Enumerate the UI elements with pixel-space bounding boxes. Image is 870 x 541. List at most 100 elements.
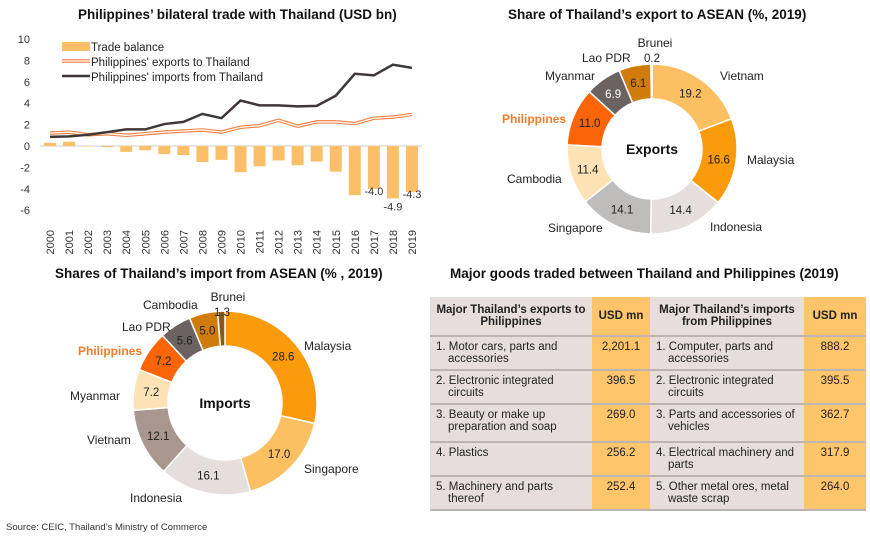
x-tick-label: 2000 [45, 230, 57, 254]
trade-balance-bar [348, 146, 361, 196]
slice-value: 17.0 [268, 449, 290, 461]
slice-value: 14.4 [669, 205, 692, 217]
goods-item: 4. Electrical machinery and parts [650, 442, 804, 477]
table-row: 5. Machinery and parts thereof 252.4 5. Ot… [430, 476, 866, 511]
slice-value: 5.0 [199, 326, 215, 338]
data-label: -4.0 [364, 186, 383, 198]
goods-table-title: Major goods traded between Thailand and … [450, 266, 839, 281]
usd-value: 2,201.1 [592, 336, 650, 371]
y-tick-label: -2 [20, 162, 30, 174]
trade-balance-bar [272, 146, 285, 161]
slice-label: Myanmar [70, 389, 120, 403]
data-label: -4.3 [402, 189, 421, 201]
slice-value: 7.2 [155, 356, 171, 368]
slice-value: 12.1 [147, 431, 169, 443]
source-note: Source: CEIC, Thailand’s Ministry of Com… [6, 522, 208, 533]
usd-value: 264.0 [804, 476, 866, 511]
slice-label: Malaysia [747, 153, 795, 167]
trade-balance-bar [386, 146, 399, 199]
usd-value: 888.2 [804, 336, 866, 371]
table-row: 4. Plastics 256.2 4. Electrical machinery … [430, 442, 866, 477]
usd-value: 317.9 [804, 442, 866, 477]
slice-label: Malaysia [304, 339, 352, 353]
trade-balance-bar [139, 146, 152, 151]
x-tick-label: 2007 [178, 230, 190, 254]
import-share-title: Shares of Thailand’s import from ASEAN (… [55, 266, 383, 281]
legend-label: Philippines' exports to Thailand [91, 57, 250, 69]
goods-item: 2. Electronic integrated circuits [430, 370, 592, 405]
y-tick-label: -4 [20, 184, 30, 196]
table-row: 2. Electronic integrated circuits 396.5 2.… [430, 370, 866, 405]
x-tick-label: 2017 [369, 230, 381, 254]
x-tick-label: 2011 [255, 230, 267, 254]
slice-label: Brunei [638, 36, 673, 50]
slice-label: Singapore [548, 221, 603, 235]
goods-table: Major Thailand’s exports to Philippines … [430, 297, 866, 511]
table-row: 3. Beauty or make up preparation and soa… [430, 404, 866, 443]
brunei-value: 1.3 [214, 307, 230, 319]
slice-value: 19.2 [679, 88, 701, 100]
donut-slice-brunei [216, 310, 226, 347]
slice-label: Lao PDR [122, 320, 171, 334]
trade-balance-bar [215, 146, 228, 160]
x-tick-label: 2009 [216, 230, 228, 254]
brunei-value: 0.2 [644, 53, 660, 65]
slice-value: 11.0 [579, 118, 601, 130]
goods-item: 3. Parts and accessories of vehicles [650, 404, 804, 443]
x-tick-label: 2018 [388, 230, 400, 254]
header-usd-imports: USD mn [804, 297, 866, 337]
donut-center-label: Exports [626, 141, 678, 157]
y-tick-label: -6 [20, 205, 30, 217]
slice-value: 16.1 [197, 471, 219, 483]
trade-balance-bar [63, 141, 76, 146]
goods-item: 1. Computer, parts and accessories [650, 336, 804, 371]
trade-balance-bar [120, 146, 133, 152]
goods-item: 5. Other metal ores, metal waste scrap [650, 476, 804, 511]
slice-value: 11.4 [577, 165, 599, 177]
header-usd-exports: USD mn [592, 297, 650, 337]
table-row: 1. Motor cars, parts and accessories 2,20… [430, 336, 866, 371]
slice-value: 5.6 [177, 335, 193, 347]
y-tick-label: 10 [18, 34, 30, 46]
usd-value: 395.5 [804, 370, 866, 405]
usd-value: 269.0 [592, 404, 650, 443]
x-tick-label: 2001 [64, 230, 76, 254]
slice-value: 6.9 [605, 89, 621, 101]
slice-label: Philippines [502, 112, 566, 126]
export-share-title: Share of Thailand’s export to ASEAN (%, … [508, 7, 807, 22]
slice-label: Indonesia [130, 491, 182, 505]
trade-balance-bar [253, 146, 266, 167]
trade-balance-bar [196, 146, 209, 163]
x-tick-label: 2002 [83, 230, 95, 254]
trade-balance-bar [158, 146, 171, 155]
slice-value: 7.2 [143, 387, 159, 399]
exports-line [49, 113, 413, 136]
goods-item: 1. Motor cars, parts and accessories [430, 336, 592, 371]
slice-label: Philippines [78, 344, 142, 358]
usd-value: 256.2 [592, 442, 650, 477]
trade-balance-bar [177, 146, 190, 156]
x-tick-label: 2006 [159, 230, 171, 254]
header-exports: Major Thailand’s exports to Philippines [430, 297, 592, 337]
x-tick-label: 2008 [197, 230, 209, 254]
slice-label: Cambodia [143, 298, 198, 312]
trade-balance-bar [101, 146, 114, 148]
x-tick-label: 2016 [350, 230, 362, 254]
x-tick-label: 2004 [121, 230, 133, 254]
legend-label: Trade balance [91, 42, 164, 54]
y-tick-label: 4 [24, 98, 30, 110]
imports-line [49, 63, 413, 139]
header-imports: Major Thailand’s imports from Philippine… [650, 297, 804, 337]
goods-item: 3. Beauty or make up preparation and soa… [430, 404, 592, 443]
usd-value: 362.7 [804, 404, 866, 443]
trade-balance-bar [310, 146, 323, 162]
slice-value: 28.6 [272, 352, 294, 364]
x-tick-label: 2012 [274, 230, 286, 254]
slice-value: 6.1 [630, 78, 646, 90]
slice-label: Vietnam [720, 69, 764, 83]
trade-balance-bar [82, 146, 95, 147]
slice-label: Brunei [211, 290, 246, 304]
usd-value: 252.4 [592, 476, 650, 511]
